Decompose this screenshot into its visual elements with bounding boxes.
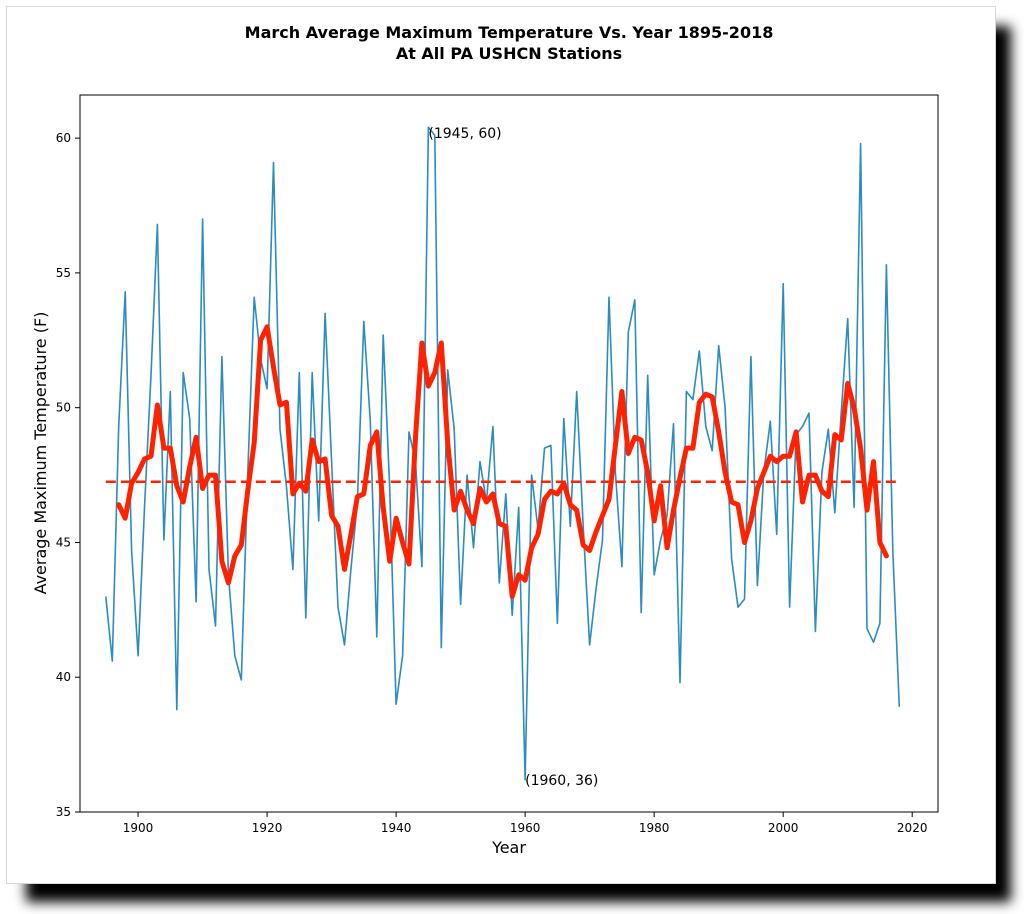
raw-series-line — [105, 126, 901, 781]
annotations: (1945, 60) (1960, 36) — [428, 126, 598, 789]
y-tick-label: 45 — [56, 535, 71, 549]
plot-area — [79, 94, 939, 813]
x-tick-label: 1920 — [252, 821, 283, 835]
annotation-label: (1945, 60) — [428, 126, 501, 142]
x-tick-label: 2020 — [897, 821, 928, 835]
y-axis-label: Average Maximum Temperature (F) — [31, 312, 50, 595]
y-tick-label: 40 — [56, 670, 71, 684]
x-axis-label: Year — [491, 838, 526, 857]
y-tick-label: 50 — [56, 401, 71, 415]
y-tick-label: 60 — [56, 131, 71, 145]
y-tick-label: 55 — [56, 266, 71, 280]
x-tick-label: 2000 — [768, 821, 799, 835]
series-layer — [105, 126, 901, 781]
x-tick-label: 1900 — [123, 821, 154, 835]
x-tick-label: 1980 — [639, 821, 670, 835]
x-tick-label: 1940 — [381, 821, 412, 835]
y-tick-label: 35 — [56, 805, 71, 819]
annotation-label: (1960, 36) — [525, 773, 598, 789]
y-axis: 35 40 45 50 55 60 — [56, 131, 80, 819]
x-axis: 1900 1920 1940 1960 1980 2000 2020 — [123, 812, 928, 835]
x-tick-label: 1960 — [510, 821, 541, 835]
chart-title: March Average Maximum Temperature Vs. Ye… — [245, 23, 774, 42]
smoothed-series-line — [116, 324, 889, 599]
chart-subtitle: At All PA USHCN Stations — [396, 44, 622, 63]
